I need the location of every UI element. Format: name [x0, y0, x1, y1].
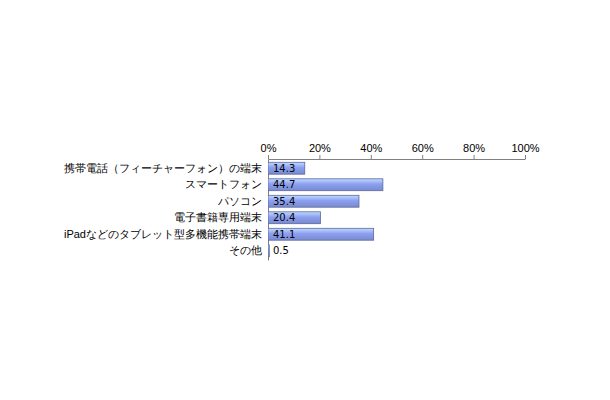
- x-tick-mark: [422, 155, 423, 159]
- x-tick: 0%: [261, 142, 277, 159]
- x-tick: 60%: [412, 142, 434, 159]
- chart: 0% 20% 40% 60% 80% 100% 携帯電話（フィーチャーフォン）の端末スマート…: [0, 0, 610, 400]
- data-label: 35.4: [273, 196, 295, 207]
- y-tick-label: 携帯電話（フィーチャーフォン）の端末: [64, 162, 262, 174]
- y-tick-label: パソコン: [217, 195, 262, 207]
- x-tick-mark: [268, 155, 269, 159]
- y-tick: iPadなどのタブレット型多機能携帯端末: [64, 228, 268, 240]
- data-label: 0.5: [273, 245, 289, 256]
- bar: [268, 228, 374, 240]
- bar: [268, 162, 305, 174]
- bar: [268, 179, 383, 191]
- data-label: 44.7: [273, 179, 295, 190]
- x-tick-label: 40%: [360, 142, 382, 154]
- data-label: 14.3: [273, 163, 295, 174]
- x-tick: 80%: [463, 142, 485, 159]
- x-tick-label: 100%: [511, 142, 539, 154]
- x-axis: 0% 20% 40% 60% 80% 100%: [261, 142, 540, 160]
- y-tick-label: 電子書籍専用端末: [174, 211, 262, 223]
- y-tick: 電子書籍専用端末: [174, 211, 268, 223]
- x-tick-mark: [474, 155, 475, 159]
- y-tick-label: その他: [229, 244, 262, 256]
- y-tick: スマートフォン: [185, 178, 268, 190]
- x-tick-mark: [319, 155, 320, 159]
- data-label: 20.4: [273, 212, 295, 223]
- bar: [268, 195, 359, 207]
- x-tick-mark: [525, 155, 526, 159]
- bar: [268, 245, 269, 257]
- y-tick: パソコン: [217, 195, 268, 207]
- x-tick: 40%: [360, 142, 382, 159]
- x-axis-line: [269, 159, 526, 160]
- x-tick-label: 20%: [309, 142, 331, 154]
- bar: [268, 212, 320, 224]
- data-labels: 14.3 44.7 35.4 20.4 41.1 0.5: [273, 163, 295, 257]
- x-tick-label: 80%: [463, 142, 485, 154]
- y-tick: その他: [229, 244, 268, 256]
- y-tick: 携帯電話（フィーチャーフォン）の端末: [64, 162, 268, 174]
- data-label: 41.1: [273, 229, 295, 240]
- y-tick-label: スマートフォン: [185, 178, 262, 190]
- x-tick-mark: [371, 155, 372, 159]
- bars: [268, 162, 383, 256]
- x-tick-label: 60%: [412, 142, 434, 154]
- x-tick-label: 0%: [261, 142, 277, 154]
- y-axis-line: [268, 160, 269, 261]
- x-tick: 20%: [309, 142, 331, 159]
- x-tick: 100%: [511, 142, 539, 159]
- y-axis: 携帯電話（フィーチャーフォン）の端末スマートフォンパソコン電子書籍専用端末 iPa…: [64, 160, 269, 261]
- y-tick-label: iPadなどのタブレット型多機能携帯端末: [64, 228, 262, 240]
